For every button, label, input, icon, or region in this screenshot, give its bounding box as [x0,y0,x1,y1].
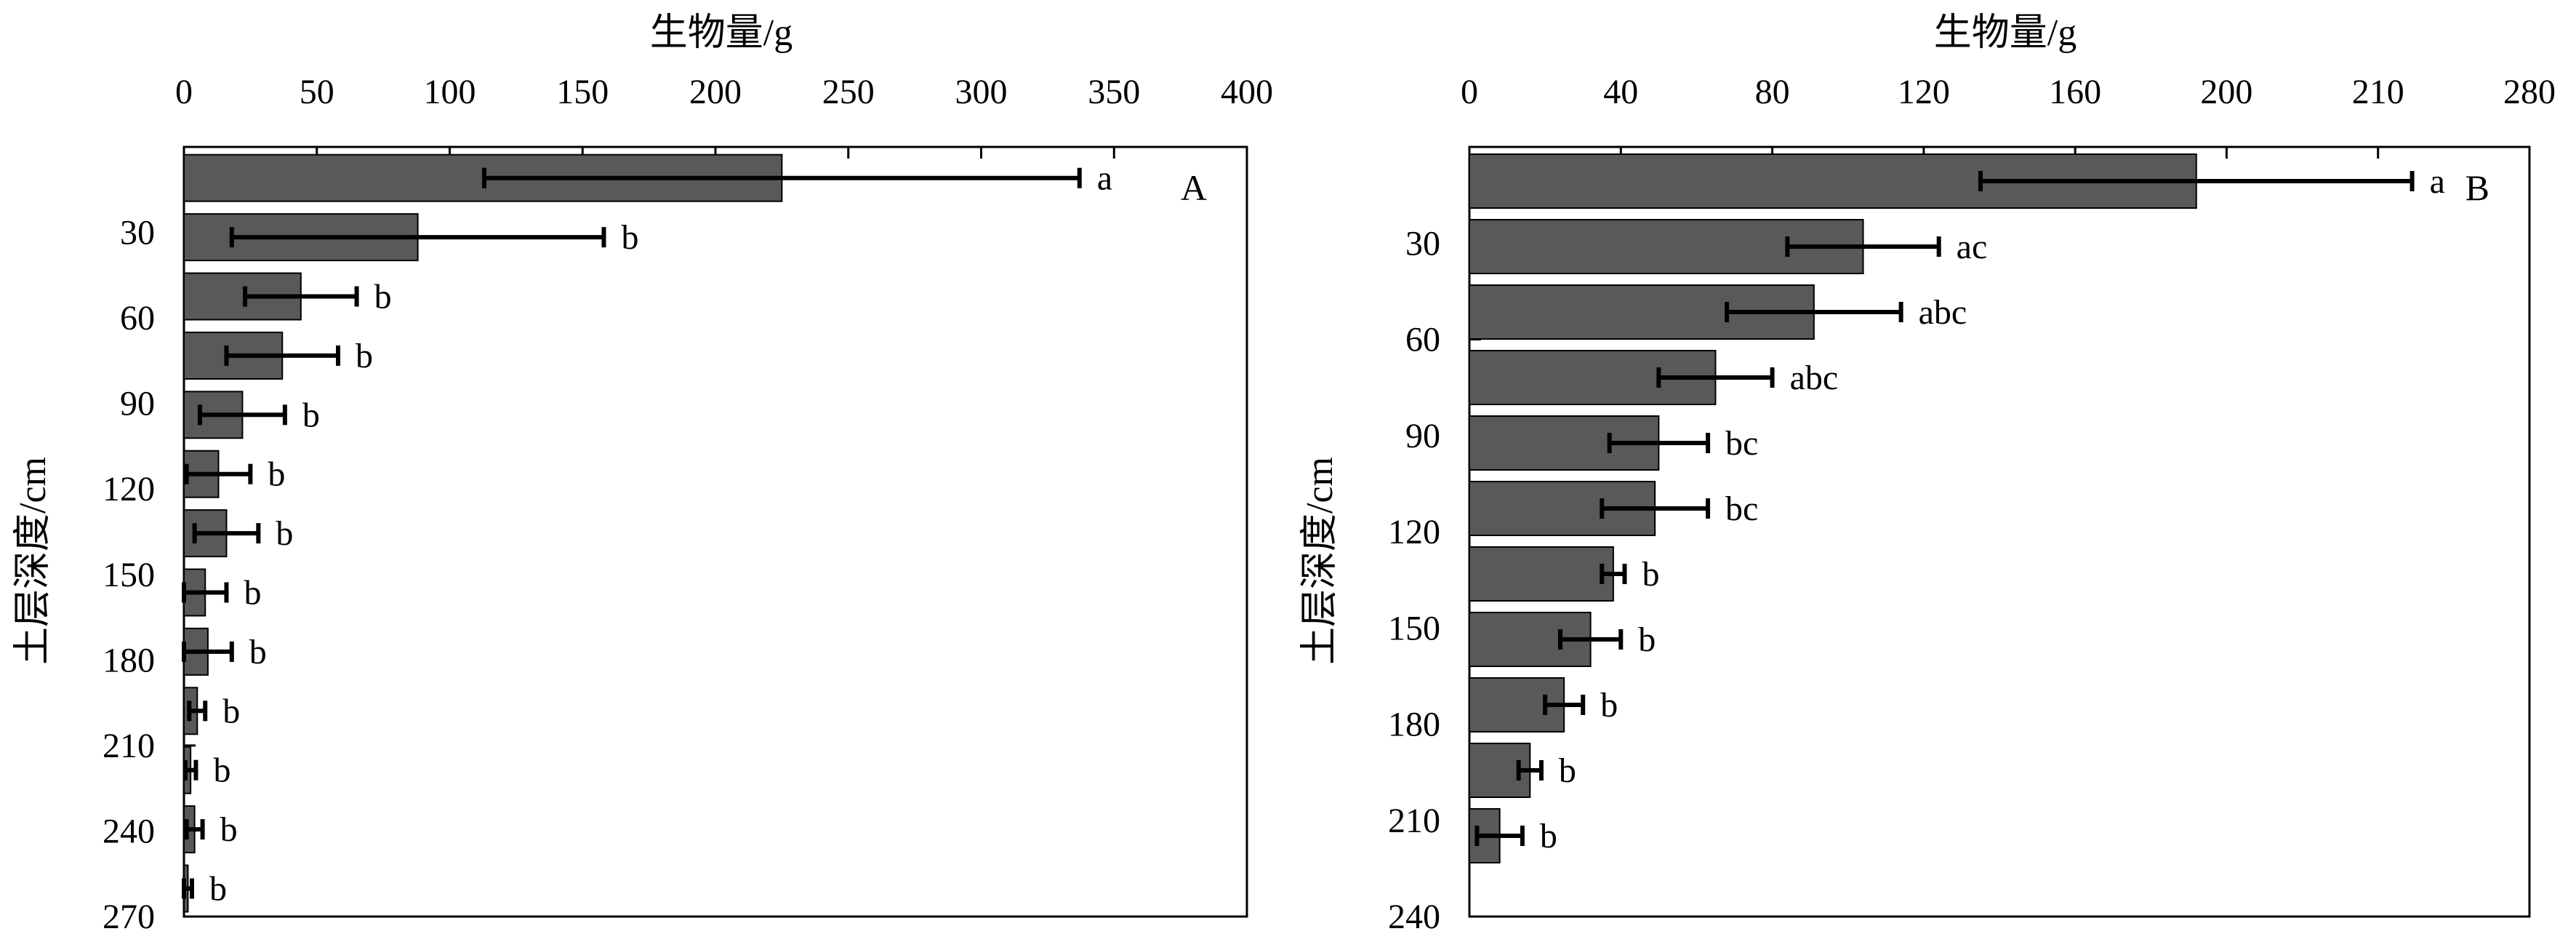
significance-letter: b [220,810,238,849]
y-tick-label: 90 [120,385,155,423]
y-axis-title: 土层深度/cm [12,457,54,665]
significance-letter: b [222,692,240,730]
significance-letter: b [1600,686,1618,725]
significance-letter: abc [1790,359,1839,397]
significance-letter: b [213,751,230,790]
significance-letter: b [374,278,392,316]
bar [1469,546,1614,602]
y-tick-label: 210 [103,727,155,765]
significance-letter: b [356,337,373,375]
significance-letter: bc [1725,490,1758,528]
panel-b: 0 40 80 120 160 200 210 280 生物量/g 30 60 90 120 150 180… [1299,12,2556,936]
x-tick-label: 0 [175,73,193,111]
x-tick-label: 350 [1088,73,1140,111]
significance-letter: b [302,396,320,434]
y-tick-label: 180 [103,641,155,679]
x-tick-label: 120 [1898,73,1950,111]
y-tick-label: 240 [1388,898,1440,936]
x-tick-label: 400 [1221,73,1273,111]
significance-letter: a [2430,162,2445,201]
y-tick-label: 60 [1405,321,1440,359]
y-tick-label: 150 [103,556,155,594]
x-tick-label: 200 [689,73,742,111]
panel-label: A [1181,167,1207,208]
x-tick-label: 40 [1603,73,1638,111]
y-tick-label: 30 [120,214,155,252]
x-axis-title: 生物量/g [1934,12,2077,54]
y-tick-label: 30 [1405,224,1440,263]
significance-letter: b [276,514,293,553]
x-tick-label: 0 [1461,73,1478,111]
significance-letter: b [1540,817,1557,855]
y-axis-title: 土层深度/cm [1299,457,1341,665]
plot-frame [182,145,1248,918]
significance-letter: b [244,574,261,612]
x-tick-label: 160 [2049,73,2101,111]
y-tick-label: 240 [103,812,155,850]
y-tick-label: 90 [1405,417,1440,455]
significance-letter: b [209,870,227,909]
y-tick-label: 60 [120,299,155,338]
panel-label: B [2465,167,2489,208]
y-tick-label: 270 [103,898,155,936]
significance-letter: bc [1725,424,1758,463]
x-axis-title: 生物量/g [650,12,793,54]
x-tick-label: 100 [424,73,476,111]
x-tick-label: 200 [2200,73,2252,111]
significance-letter: ac [1957,228,1988,266]
significance-letter: a [1097,159,1112,198]
significance-letter: b [1638,620,1656,659]
significance-letter: b [268,455,285,494]
x-tick-label: 250 [822,73,875,111]
x-tick-label: 300 [955,73,1008,111]
y-tick-label: 210 [1388,802,1440,840]
y-tick-label: 150 [1388,609,1440,647]
y-tick-label: 120 [103,470,155,508]
x-tick-label: 210 [2352,73,2404,111]
x-tick-label: 80 [1755,73,1790,111]
x-tick-label: 280 [2503,73,2556,111]
x-tick-label: 50 [300,73,334,111]
y-tick-label: 180 [1388,706,1440,744]
panel-a: 0 50 100 150 200 250 300 350 400 生物量/g 30 60 90 120 15… [12,12,1273,936]
x-tick-label: 150 [556,73,609,111]
significance-letter: abc [1919,293,1967,332]
significance-letter: b [249,633,267,671]
y-tick-label: 120 [1388,513,1440,551]
significance-letter: b [1642,555,1659,594]
significance-letter: b [621,218,638,257]
significance-letter: b [1559,751,1576,790]
